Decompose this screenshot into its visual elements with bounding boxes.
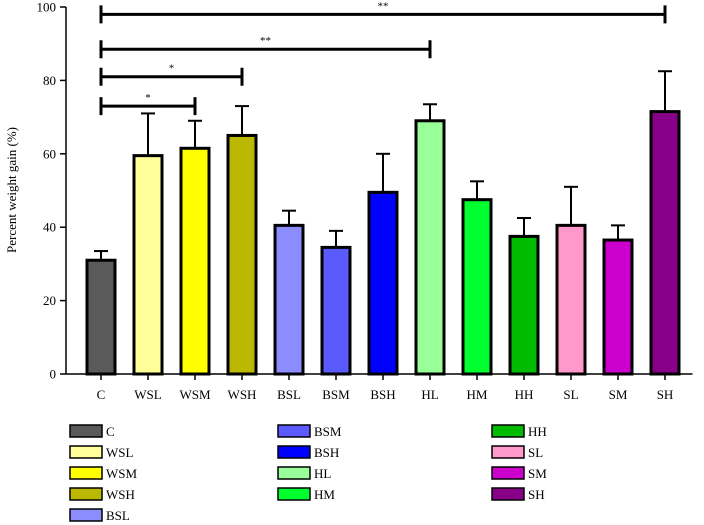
legend-swatch-wsh	[69, 487, 103, 501]
legend-label-bsm: BSM	[314, 424, 342, 439]
legend: C WSL WSM WSH BSL BSM BSH HL HM HH SL SM SH	[69, 424, 547, 523]
legend-swatch-sm	[491, 466, 525, 480]
legend-swatch-hl	[277, 466, 311, 480]
bar-hh	[508, 234, 540, 376]
legend-swatch-c	[69, 424, 103, 438]
sig-label-3: **	[378, 0, 389, 12]
error-bars	[94, 70, 672, 261]
legend-label-sm: SM	[528, 466, 547, 481]
significance-brackets: ******	[99, 0, 667, 116]
legend-swatch-wsl	[69, 445, 103, 459]
bar-wsl	[132, 154, 164, 376]
legend-label-bsh: BSH	[314, 445, 339, 460]
legend-label-wsm: WSM	[106, 466, 138, 481]
y-tick-label-40: 40	[43, 220, 56, 235]
sig-bracket-0	[99, 97, 197, 116]
legend-swatch-hm	[277, 487, 311, 501]
y-axis: 0 20 40 60 80 100	[37, 0, 67, 382]
bar-hm	[461, 198, 493, 376]
bar-sh	[649, 110, 681, 376]
legend-swatch-bsl	[69, 508, 103, 522]
bar-hl	[414, 119, 446, 376]
x-tick-label-sh: SH	[657, 387, 674, 402]
legend-label-sh: SH	[528, 487, 545, 502]
sig-label-1: *	[169, 63, 175, 75]
legend-label-c: C	[106, 424, 115, 439]
legend-swatch-bsm	[277, 424, 311, 438]
x-tick-label-hm: HM	[467, 387, 488, 402]
bar-bsl	[273, 223, 305, 376]
y-tick-label-100: 100	[37, 0, 57, 15]
legend-swatch-sh	[491, 487, 525, 501]
y-axis-title: Percent weight gain (%)	[4, 127, 19, 253]
bar-bsm	[320, 245, 352, 376]
legend-label-sl: SL	[528, 445, 543, 460]
legend-label-wsl: WSL	[106, 445, 134, 460]
x-tick-label-wsh: WSH	[228, 387, 257, 402]
x-tick-label-hl: HL	[421, 387, 438, 402]
legend-label-bsl: BSL	[106, 508, 130, 523]
x-tick-label-wsl: WSL	[134, 387, 162, 402]
x-tick-label-bsl: BSL	[277, 387, 301, 402]
legend-swatch-hh	[491, 424, 525, 438]
bars	[85, 110, 681, 376]
x-tick-label-wsm: WSM	[179, 387, 211, 402]
x-tick-label-sl: SL	[563, 387, 578, 402]
legend-label-hh: HH	[528, 424, 547, 439]
y-tick-label-20: 20	[43, 293, 56, 308]
sig-bracket-1	[99, 67, 244, 86]
sig-label-2: **	[260, 35, 271, 47]
sig-label-0: *	[145, 92, 151, 104]
y-tick-label-0: 0	[50, 367, 57, 382]
x-tick-label-sm: SM	[609, 387, 628, 402]
x-tick-label-c: C	[97, 387, 106, 402]
x-tick-label-bsm: BSM	[322, 387, 350, 402]
legend-swatch-wsm	[69, 466, 103, 480]
sig-bracket-2	[99, 40, 432, 59]
legend-label-wsh: WSH	[106, 487, 135, 502]
bar-sm	[602, 238, 634, 376]
x-tick-label-bsh: BSH	[370, 387, 395, 402]
legend-label-hl: HL	[314, 466, 331, 481]
x-tick-label-hh: HH	[515, 387, 534, 402]
y-tick-label-60: 60	[43, 146, 56, 161]
legend-swatch-sl	[491, 445, 525, 459]
bar-sl	[555, 223, 587, 376]
bar-c	[85, 258, 117, 376]
legend-label-hm: HM	[314, 487, 335, 502]
legend-swatch-bsh	[277, 445, 311, 459]
y-tick-label-80: 80	[43, 73, 56, 88]
bar-wsh	[226, 133, 258, 376]
sig-bracket-3	[99, 5, 667, 24]
bar-bsh	[367, 190, 399, 376]
bar-wsm	[179, 146, 211, 376]
x-axis: C WSL WSM WSH BSL BSM BSH HL HM HH SL SM SH	[66, 373, 693, 402]
